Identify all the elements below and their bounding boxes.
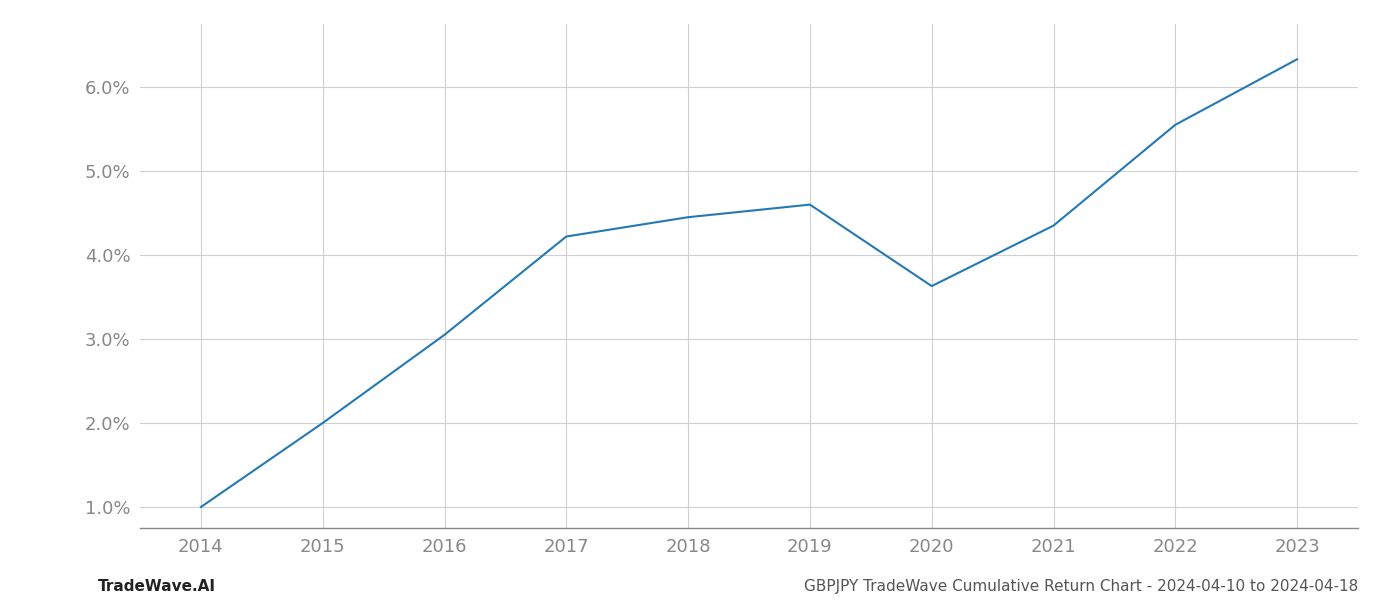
Text: TradeWave.AI: TradeWave.AI [98, 579, 216, 594]
Text: GBPJPY TradeWave Cumulative Return Chart - 2024-04-10 to 2024-04-18: GBPJPY TradeWave Cumulative Return Chart… [804, 579, 1358, 594]
